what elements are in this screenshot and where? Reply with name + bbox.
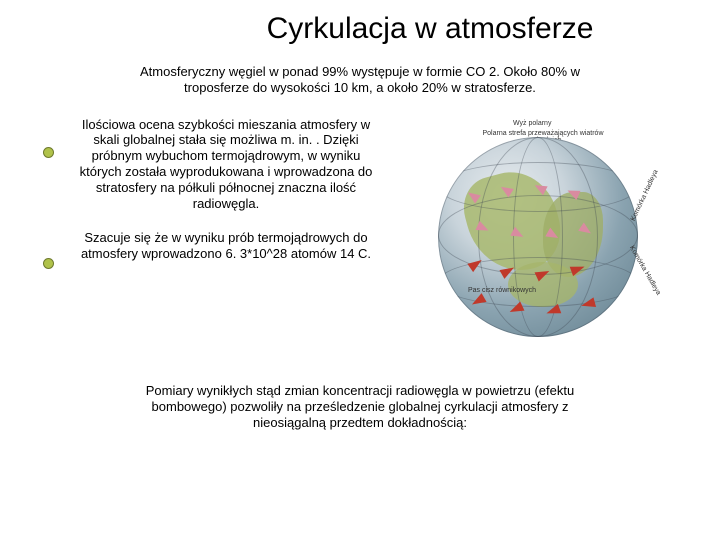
outro-line-2: bombowego) pozwoliły na prześledzenie gl… xyxy=(152,399,569,414)
intro-line-2: troposferze do wysokości 10 km, a około … xyxy=(50,80,670,96)
content-row: Ilościowa ocena szybkości mieszania atmo… xyxy=(30,117,690,369)
outro-text: Pomiary wynikłych stąd zmian koncentracj… xyxy=(30,383,690,432)
outro-line-1: Pomiary wynikłych stąd zmian koncentracj… xyxy=(146,383,574,398)
bullet-icon xyxy=(43,258,54,269)
globe-label-hadley-top: Komórka Hadleya xyxy=(630,168,660,221)
intro-text: Atmosferyczny węgiel w ponad 99% występu… xyxy=(30,64,690,97)
globe-label-equator: Pas cisz równikowych xyxy=(468,287,536,294)
slide: Cyrkulacja w atmosferze Atmosferyczny wę… xyxy=(0,0,720,540)
globe-figure: Wyż polarny Polarna strefa przeważającyc… xyxy=(386,117,690,357)
globe-sphere xyxy=(438,137,638,337)
left-text-column: Ilościowa ocena szybkości mieszania atmo… xyxy=(76,117,376,280)
bullet-icon xyxy=(43,147,54,158)
paragraph-1: Ilościowa ocena szybkości mieszania atmo… xyxy=(76,117,376,212)
intro-line-1: Atmosferyczny węgiel w ponad 99% występu… xyxy=(140,64,580,79)
slide-title: Cyrkulacja w atmosferze xyxy=(170,12,690,46)
bullet-column xyxy=(30,117,66,369)
paragraph-2: Szacuje się że w wyniku prób termojądrow… xyxy=(76,230,376,262)
outro-line-3: nieosiągalną przedtem dokładnością: xyxy=(253,415,467,430)
globe-label-top: Wyż polarny xyxy=(513,120,551,127)
globe-diagram: Wyż polarny Polarna strefa przeważającyc… xyxy=(423,122,653,352)
